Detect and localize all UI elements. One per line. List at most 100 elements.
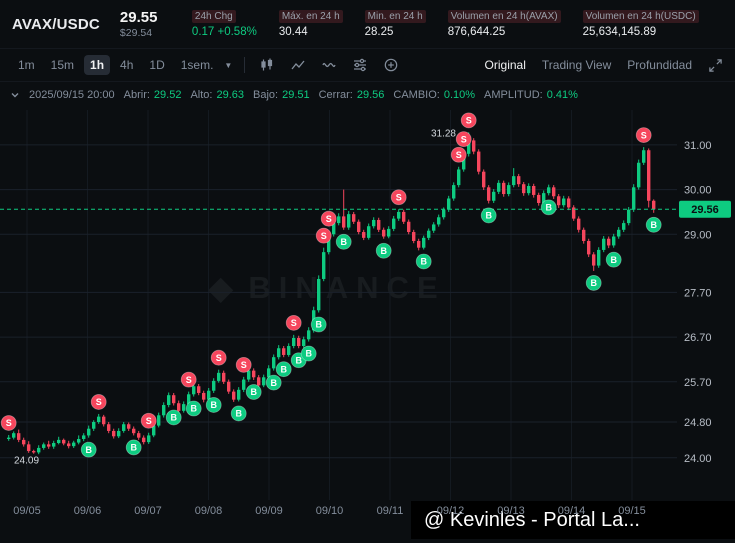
candle: [342, 216, 346, 228]
candlestick-style-icon[interactable]: [259, 57, 275, 73]
buy-trade-marker[interactable]: B: [375, 242, 392, 259]
chevron-down-icon[interactable]: [10, 90, 20, 100]
candle: [537, 194, 541, 203]
buy-trade-marker[interactable]: B: [605, 251, 622, 268]
sell-trade-marker[interactable]: S: [460, 112, 477, 129]
add-indicator-icon[interactable]: [383, 57, 399, 73]
current-price-badge[interactable]: 29.56: [679, 200, 731, 218]
svg-text:B: B: [85, 445, 92, 455]
amplitude-field: AMPLITUD: 0.41%: [484, 89, 578, 101]
time-axis[interactable]: 09/05 09/06 09/07 09/08 09/09 09/10 09/11 09/12…: [0, 500, 735, 522]
sell-trade-marker[interactable]: S: [180, 371, 197, 388]
svg-text:S: S: [396, 192, 402, 202]
candle: [197, 386, 201, 393]
interval-1h[interactable]: 1h: [84, 55, 111, 75]
price-annotation: 31.28: [431, 128, 456, 139]
low-value: 29.51: [282, 89, 310, 101]
svg-text:B: B: [485, 211, 492, 221]
view-tradingview[interactable]: Trading View: [541, 58, 612, 72]
svg-text:S: S: [186, 375, 192, 385]
interval-4h[interactable]: 4h: [120, 58, 134, 72]
buy-trade-marker[interactable]: B: [645, 216, 662, 233]
candle: [452, 185, 456, 199]
candle: [582, 229, 586, 241]
interval-1w[interactable]: 1sem.: [180, 58, 214, 72]
sell-trade-marker[interactable]: S: [90, 394, 107, 410]
buy-trade-marker[interactable]: B: [540, 199, 557, 216]
creator-caption-overlay: @ Kevinles - Portal La...: [411, 501, 735, 539]
sell-trade-marker[interactable]: S: [0, 415, 17, 431]
candle: [192, 386, 196, 395]
x-axis-label: 09/10: [315, 505, 344, 517]
svg-text:B: B: [190, 404, 197, 414]
buy-trade-marker[interactable]: B: [80, 441, 97, 458]
candle: [207, 390, 211, 400]
candle: [547, 187, 551, 194]
price-axis[interactable]: 31.00 30.00 29.00 27.70 26.70 25.70 24.80 24.00: [684, 140, 712, 465]
candle: [82, 435, 86, 439]
fullscreen-icon[interactable]: [708, 58, 723, 73]
buy-trade-marker[interactable]: B: [230, 405, 247, 422]
interval-dropdown-icon[interactable]: ▼: [224, 60, 233, 70]
sell-trade-marker[interactable]: S: [285, 314, 302, 331]
candle: [627, 209, 631, 224]
candle: [407, 221, 411, 233]
svg-text:B: B: [210, 400, 217, 410]
svg-text:B: B: [420, 257, 427, 267]
chart-area[interactable]: ◆ BINANCE 29.56 S B S B S B S B B S B S B B B S B B B S S B B S B…: [0, 110, 735, 522]
sell-trade-marker[interactable]: S: [235, 356, 252, 373]
svg-text:S: S: [456, 150, 462, 160]
candle: [37, 447, 41, 453]
sell-trade-marker[interactable]: S: [450, 146, 467, 163]
sell-trade-marker[interactable]: S: [140, 412, 157, 429]
settings-sliders-icon[interactable]: [352, 57, 368, 73]
buy-trade-marker[interactable]: B: [185, 400, 202, 417]
y-axis-label: 24.80: [684, 417, 712, 429]
sell-trade-marker[interactable]: S: [635, 127, 652, 144]
candle: [107, 424, 111, 431]
sell-trade-marker[interactable]: S: [315, 227, 332, 244]
x-axis-label: 09/12: [436, 505, 465, 517]
buy-trade-marker[interactable]: B: [265, 374, 282, 391]
line-chart-icon[interactable]: [290, 57, 306, 73]
buy-trade-marker[interactable]: B: [310, 316, 327, 333]
view-depth[interactable]: Profundidad: [627, 58, 692, 72]
candle: [432, 224, 436, 231]
interval-15m[interactable]: 15m: [50, 58, 75, 72]
interval-1m[interactable]: 1m: [18, 58, 35, 72]
buy-trade-marker[interactable]: B: [585, 275, 602, 291]
candle: [632, 187, 636, 210]
stat-24h-volume-base: Volumen en 24 h(AVAX) 876,644.25: [447, 10, 561, 38]
stat-label: 24h Chg: [191, 10, 236, 23]
sell-trade-marker[interactable]: S: [320, 210, 337, 227]
buy-trade-marker[interactable]: B: [275, 361, 292, 378]
candle: [502, 182, 506, 195]
interval-1d[interactable]: 1D: [149, 58, 165, 72]
view-original[interactable]: Original: [484, 58, 526, 72]
sell-trade-marker[interactable]: S: [390, 189, 407, 206]
candle: [262, 377, 266, 386]
svg-text:S: S: [461, 134, 467, 144]
chart-toolbar: 1m 15m 1h 4h 1D 1sem. ▼ Original Trading…: [0, 48, 735, 82]
candle: [302, 339, 306, 347]
buy-trade-marker[interactable]: B: [300, 345, 317, 362]
buy-trade-marker[interactable]: B: [125, 439, 142, 456]
buy-trade-marker[interactable]: B: [205, 397, 222, 413]
candle: [482, 171, 486, 188]
svg-text:B: B: [610, 255, 617, 265]
last-price: 29.55: [119, 9, 158, 27]
buy-trade-marker[interactable]: B: [245, 384, 262, 400]
stat-label: Volumen en 24 h(USDC): [582, 10, 699, 23]
indicators-icon[interactable]: [321, 57, 337, 73]
buy-trade-marker[interactable]: B: [415, 253, 432, 270]
sell-trade-marker[interactable]: S: [210, 349, 227, 366]
candle: [327, 234, 331, 253]
svg-text:B: B: [270, 378, 277, 388]
buy-trade-marker[interactable]: B: [335, 233, 352, 250]
buy-trade-marker[interactable]: B: [480, 207, 497, 224]
svg-text:S: S: [321, 231, 327, 241]
buy-trade-marker[interactable]: B: [165, 409, 182, 426]
sell-trade-marker[interactable]: S: [455, 131, 472, 148]
